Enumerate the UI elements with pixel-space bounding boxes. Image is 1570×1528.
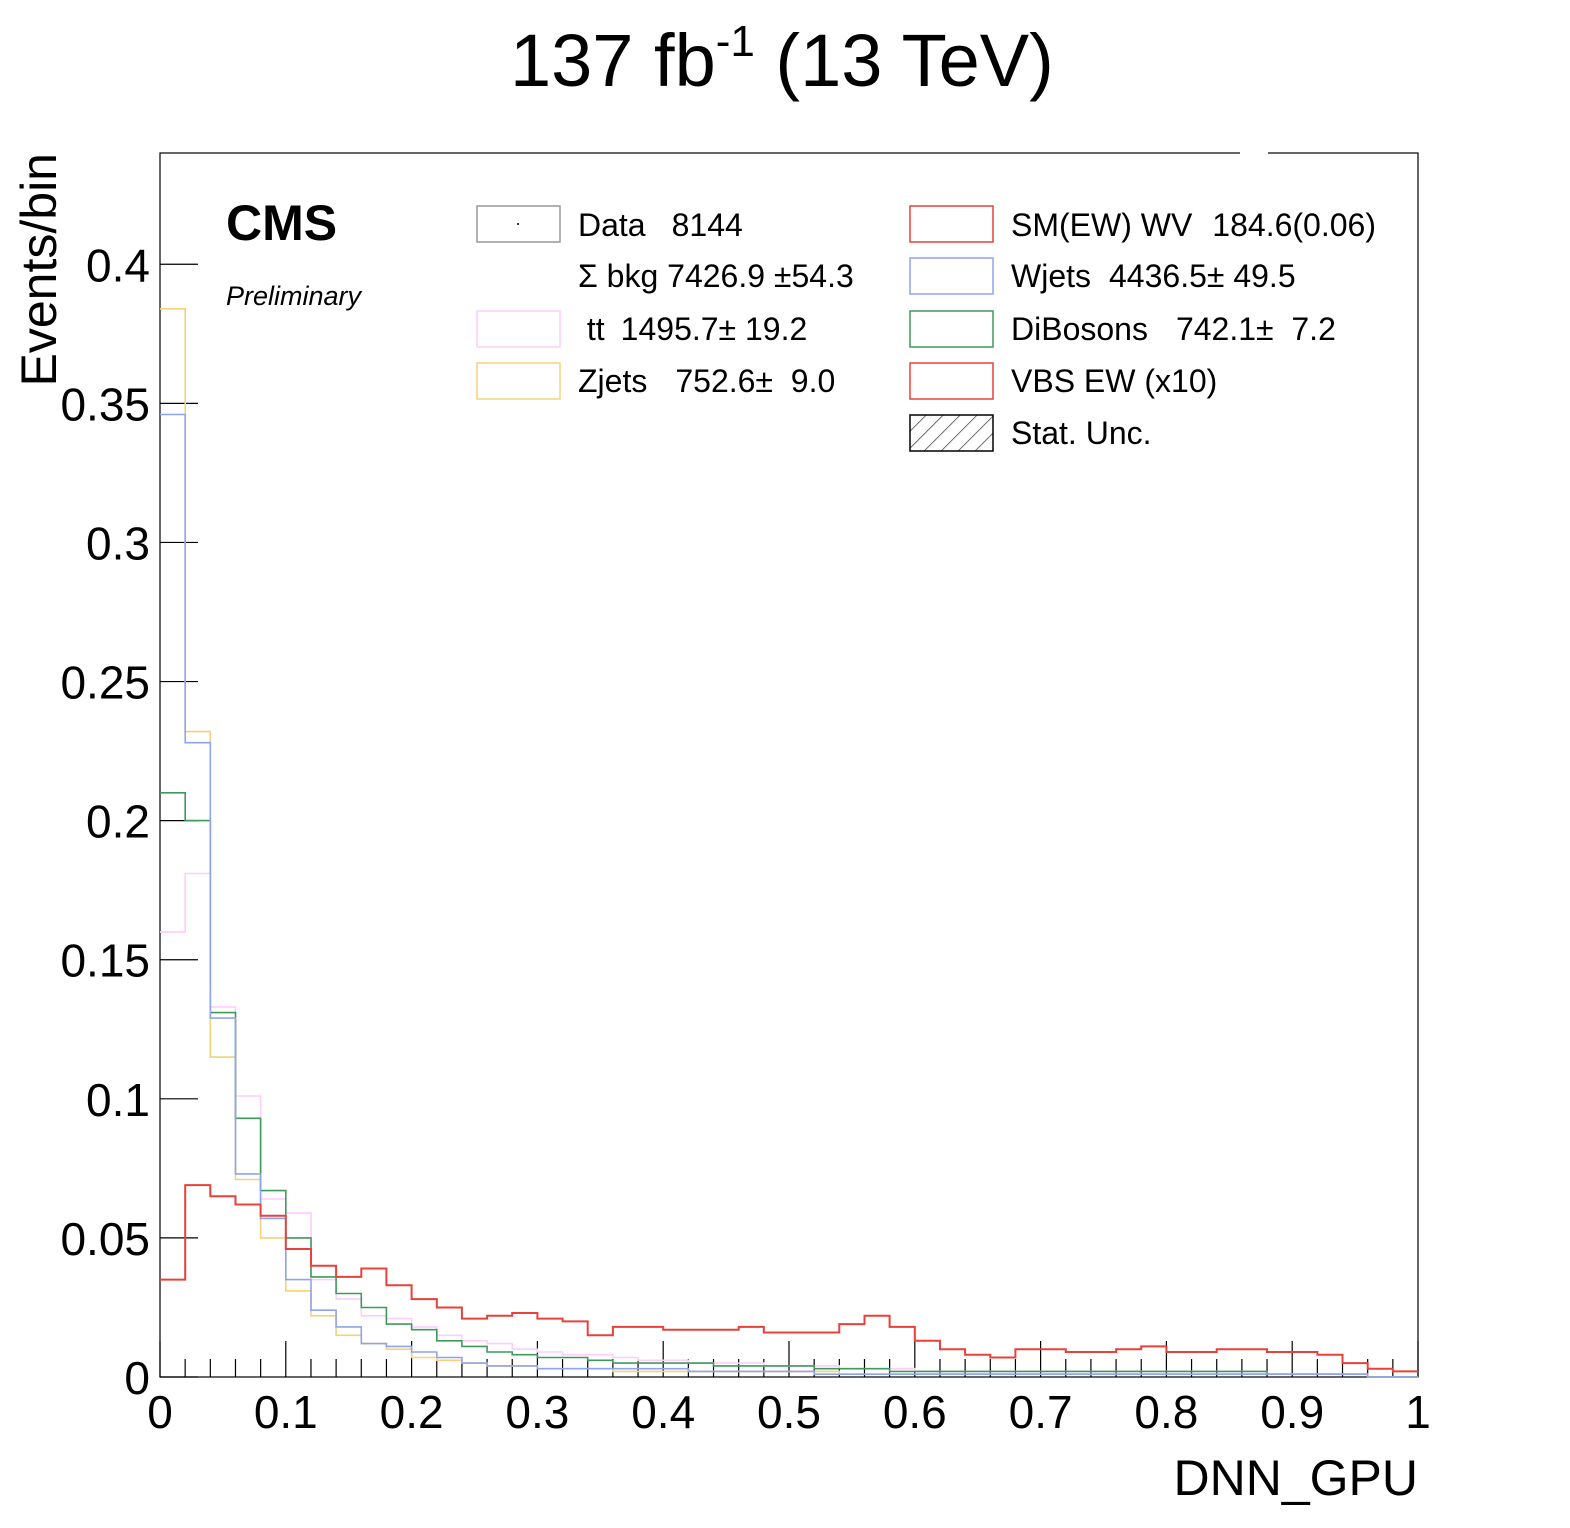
y-tick-label: 0.2 <box>86 796 150 848</box>
chart-title: 137 fb-1 (13 TeV) <box>510 17 1054 102</box>
legend-swatch-vbs <box>909 362 994 400</box>
legend-swatch-wjets <box>909 257 994 295</box>
legend-label-sumbkg: Σ bkg 7426.9 ±54.3 <box>578 258 854 294</box>
legend-label-stat: Stat. Unc. <box>1011 415 1152 451</box>
legend: Data 8144 Σ bkg 7426.9 ±54.3 tt 1495.7± 19… <box>476 205 1376 452</box>
x-tick-label: 0.9 <box>1260 1386 1324 1438</box>
legend-label-data: Data 8144 <box>578 207 743 243</box>
series-dibosons <box>160 792 1418 1378</box>
legend-swatch-tt <box>476 310 561 348</box>
y-tick-label: 0.1 <box>86 1074 150 1126</box>
y-tick-label: 0.05 <box>60 1213 150 1265</box>
legend-data-marker <box>517 223 519 225</box>
legend-label-zjets: Zjets 752.6± 9.0 <box>578 363 835 399</box>
legend-label-vbs: VBS EW (x10) <box>1011 363 1217 399</box>
x-tick-label: 0.3 <box>505 1386 569 1438</box>
legend-swatch-smew <box>909 205 994 243</box>
legend-label-smew: SM(EW) WV 184.6(0.06) <box>1011 207 1376 243</box>
legend-swatch-data <box>476 205 561 243</box>
status-label: Preliminary <box>226 281 363 311</box>
y-tick-label: 0.4 <box>86 239 150 291</box>
x-tick-label: 0.5 <box>757 1386 821 1438</box>
x-tick-label: 1 <box>1405 1386 1431 1438</box>
x-axis-label: DNN_GPU <box>1174 1450 1418 1506</box>
frame-gap <box>1240 148 1268 156</box>
y-tick-labels: 0 0.05 0.1 0.15 0.2 0.25 0.3 0.35 0.4 <box>60 239 150 1404</box>
x-tick-label: 0.2 <box>380 1386 444 1438</box>
series-wjets <box>160 413 1418 1378</box>
x-tick-labels: 0 0.1 0.2 0.3 0.4 0.5 0.6 0.7 0.8 0.9 1 <box>147 1386 1431 1438</box>
axis-ticks <box>159 263 1419 1378</box>
y-tick-label: 0.15 <box>60 935 150 987</box>
legend-swatch-stat <box>909 414 994 452</box>
series-zjets <box>160 308 1418 1378</box>
y-axis-label: Events/bin <box>11 153 67 386</box>
legend-label-dibosons: DiBosons 742.1± 7.2 <box>1011 311 1336 347</box>
series-vbs-ew-x10 <box>160 1184 1418 1373</box>
x-tick-label: 0.7 <box>1009 1386 1073 1438</box>
y-tick-label: 0.25 <box>60 657 150 709</box>
x-tick-label: 0 <box>147 1386 173 1438</box>
x-tick-label: 0.4 <box>631 1386 695 1438</box>
y-tick-label: 0.35 <box>60 378 150 430</box>
legend-swatch-dibosons <box>909 310 994 348</box>
y-tick-label: 0.3 <box>86 517 150 569</box>
y-tick-label: 0 <box>124 1352 150 1404</box>
x-tick-label: 0.1 <box>254 1386 318 1438</box>
legend-label-tt: tt 1495.7± 19.2 <box>578 311 807 347</box>
x-tick-label: 0.8 <box>1134 1386 1198 1438</box>
legend-label-wjets: Wjets 4436.5± 49.5 <box>1011 258 1296 294</box>
experiment-label: CMS <box>226 195 337 251</box>
series-tt <box>160 872 1418 1378</box>
x-tick-label: 0.6 <box>883 1386 947 1438</box>
legend-swatch-zjets <box>476 362 561 400</box>
histogram-series <box>160 308 1418 1378</box>
